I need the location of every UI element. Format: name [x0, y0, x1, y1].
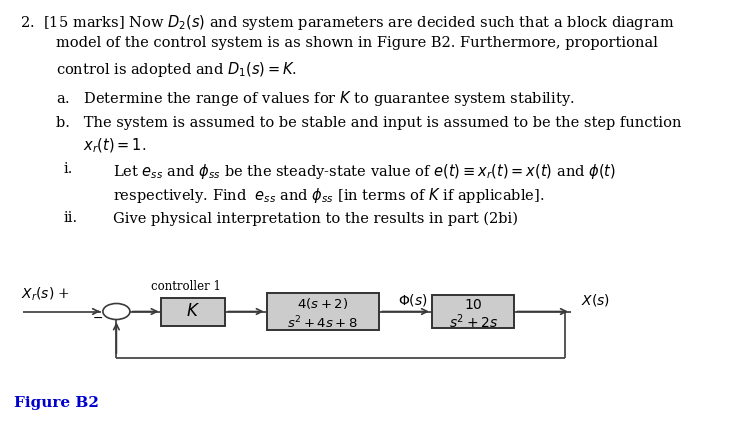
Text: $s^2 + 4s + 8$: $s^2 + 4s + 8$: [288, 315, 358, 331]
Text: Let $e_{ss}$ and $\phi_{ss}$ be the steady-state value of $e(t) \equiv x_r(t) = : Let $e_{ss}$ and $\phi_{ss}$ be the stea…: [113, 162, 616, 182]
Text: controller 1: controller 1: [151, 280, 222, 293]
Text: control is adopted and $D_1(s) = K$.: control is adopted and $D_1(s) = K$.: [56, 60, 297, 79]
Text: model of the control system is as shown in Figure B2. Furthermore, proportional: model of the control system is as shown …: [56, 36, 658, 50]
Text: a.   Determine the range of values for $K$ to guarantee system stability.: a. Determine the range of values for $K$…: [56, 89, 575, 108]
Bar: [161, 298, 225, 326]
Text: $X(s)$: $X(s)$: [581, 292, 610, 308]
Text: $4(s + 2)$: $4(s + 2)$: [297, 296, 348, 311]
Text: $x_r(t) = 1$.: $x_r(t) = 1$.: [83, 137, 146, 155]
Bar: [267, 293, 379, 330]
Text: $K$: $K$: [186, 303, 201, 320]
Text: respectively. Find  $e_{ss}$ and $\phi_{ss}$ [in terms of $K$ if applicable].: respectively. Find $e_{ss}$ and $\phi_{s…: [113, 186, 544, 205]
Text: −: −: [93, 312, 104, 325]
Text: $10$: $10$: [464, 298, 482, 312]
Text: $\Phi(s)$: $\Phi(s)$: [398, 292, 428, 308]
Bar: [432, 295, 514, 328]
Text: i.: i.: [64, 162, 73, 176]
Text: Give physical interpretation to the results in part (2bi): Give physical interpretation to the resu…: [113, 211, 517, 226]
Text: Figure B2: Figure B2: [14, 396, 98, 410]
Text: ii.: ii.: [64, 211, 78, 225]
Text: b.   The system is assumed to be stable and input is assumed to be the step func: b. The system is assumed to be stable an…: [56, 116, 682, 129]
Text: 2.  [15 marks] Now $D_2(s)$ and system parameters are decided such that a block : 2. [15 marks] Now $D_2(s)$ and system pa…: [20, 13, 674, 32]
Text: $s^2 + 2s$: $s^2 + 2s$: [448, 312, 498, 331]
Text: $X_r(s)$ +: $X_r(s)$ +: [21, 286, 70, 303]
